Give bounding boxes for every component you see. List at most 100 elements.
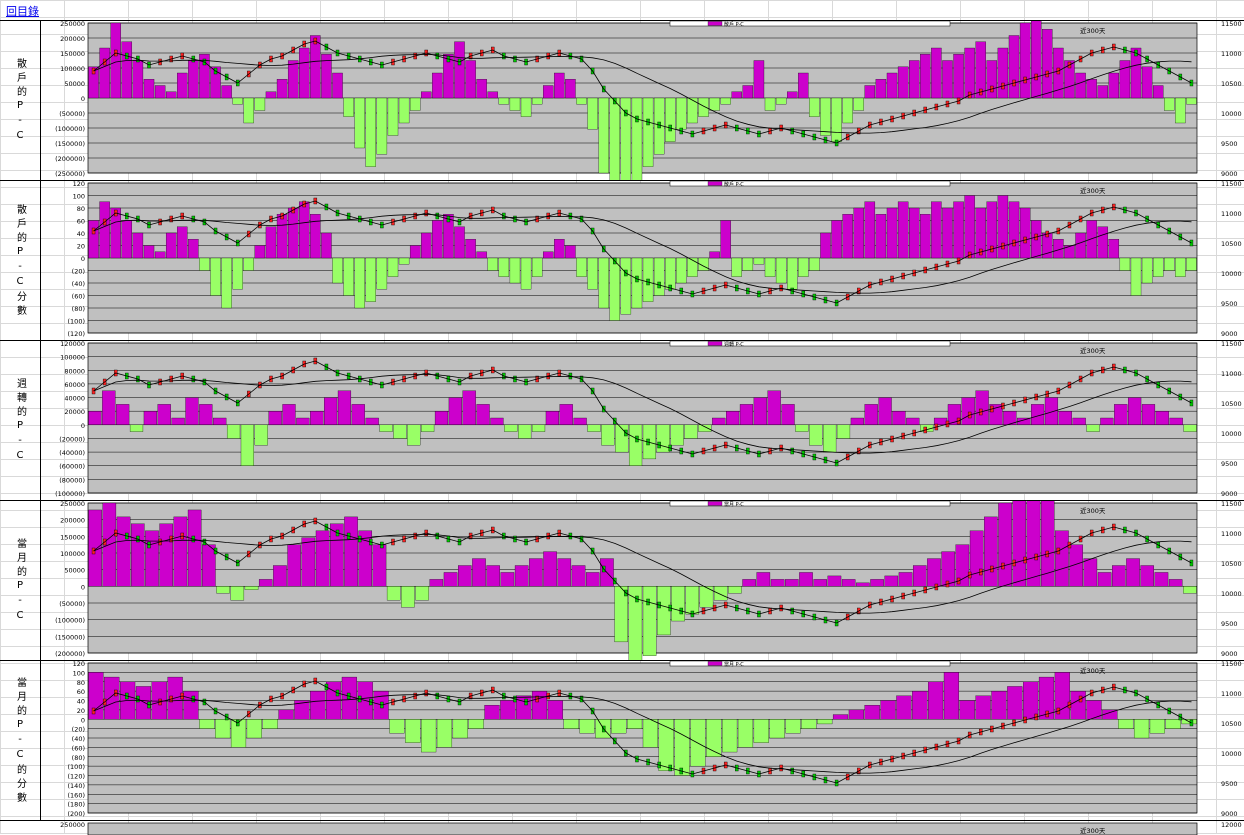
pc-bar: [1152, 257, 1164, 277]
y-tick-label: (40): [72, 735, 85, 743]
pc-bar: [969, 530, 984, 587]
pc-bar: [1031, 21, 1042, 99]
pc-bar: [886, 207, 898, 259]
pc-bar: [1154, 572, 1169, 587]
pc-bar: [1055, 530, 1069, 587]
y2-tick-label: 9000: [1221, 330, 1238, 338]
legend-box: [669, 21, 951, 27]
pc-bar: [799, 572, 813, 587]
legend-swatch: [707, 181, 723, 186]
pc-bar: [88, 66, 99, 99]
y-tick-label: (40000): [59, 449, 85, 457]
pc-bar: [221, 85, 232, 99]
pc-bar: [1128, 397, 1142, 425]
pc-bar: [545, 411, 559, 425]
pc-bar: [698, 424, 712, 432]
pc-bar: [912, 690, 928, 720]
y-tick-label: 50000: [64, 567, 85, 575]
pc-bar: [795, 424, 809, 432]
y2-tick-label: 11000: [1221, 370, 1242, 378]
pc-bar: [432, 220, 443, 259]
pc-bar: [188, 239, 199, 259]
chart-svg: 120 100 80 60 40 20 0 (20) (40) (60) (80) (100) (120…: [68, 181, 1242, 338]
pc-bar: [299, 47, 310, 99]
pc-bar: [287, 544, 301, 587]
moving-average-line: [93, 533, 1192, 614]
pc-bar: [1118, 719, 1134, 729]
pc-bar: [1031, 404, 1045, 425]
pc-bar: [870, 579, 884, 587]
pc-bar: [1038, 676, 1055, 720]
pc-bar: [443, 572, 458, 587]
pc-bar: [720, 220, 731, 259]
y-tick-label: 100: [73, 669, 85, 677]
pc-bar: [565, 245, 576, 259]
legend-box: [669, 661, 951, 667]
pc-bar: [909, 207, 920, 259]
pc-bar: [1175, 97, 1186, 124]
y2-tick-label: 9500: [1221, 620, 1238, 628]
pc-bar: [434, 411, 449, 425]
y-tick-label: (20): [72, 268, 85, 276]
y-tick-label: (80): [72, 305, 85, 313]
pc-bar: [1064, 60, 1075, 99]
pc-bar: [1126, 558, 1140, 587]
pc-bar: [421, 719, 437, 753]
pc-bar: [294, 700, 310, 720]
pc-bar: [262, 719, 278, 729]
pc-bar: [389, 719, 405, 734]
pc-bar: [243, 257, 254, 271]
pc-bar: [997, 47, 1009, 99]
pc-bar: [665, 257, 676, 290]
index-line: [93, 520, 1192, 624]
pc-bar: [531, 424, 546, 432]
pc-bar: [547, 700, 563, 720]
pc-bar: [676, 257, 687, 284]
panel-label-text: 週轉的P-C: [14, 377, 26, 465]
pc-bar: [1083, 558, 1098, 587]
pc-bar: [454, 41, 465, 99]
pc-bar: [709, 251, 720, 259]
pc-bar: [436, 719, 453, 748]
pc-bar: [787, 257, 798, 290]
pc-bar: [1097, 226, 1108, 259]
pc-bar: [809, 257, 820, 271]
pc-bar: [742, 579, 756, 587]
pc-bar: [841, 579, 856, 587]
pc-bar: [387, 97, 399, 136]
y2-tick-label: 10000: [1221, 750, 1242, 758]
pc-bar: [598, 257, 609, 309]
pc-bar: [998, 502, 1012, 587]
pc-bar: [254, 245, 266, 259]
y-tick-label: 100000: [60, 65, 85, 73]
back-to-index-link[interactable]: 回目錄: [6, 5, 39, 18]
chart-panel: 當月的P-C的分數 120 100 80 60 40 20 0 (20) (40) (60) (80)…: [0, 660, 1244, 821]
pc-bar: [520, 257, 532, 290]
y-tick-label: (140): [68, 782, 85, 790]
pc-bar: [157, 404, 171, 425]
moving-average-line: [93, 213, 1192, 294]
y-tick-label: 0: [81, 95, 85, 103]
pc-bar: [135, 686, 152, 720]
pc-bar: [573, 417, 587, 425]
pc-bar: [1008, 201, 1020, 259]
pc-bar: [376, 97, 388, 155]
pc-bar: [465, 60, 476, 99]
y-tick-label: 40: [77, 698, 85, 706]
pc-bar: [943, 672, 960, 720]
pc-bar: [986, 60, 998, 99]
pc-bar: [387, 257, 399, 277]
pc-bar: [1012, 501, 1027, 587]
pc-bar: [975, 390, 989, 425]
pc-bar: [514, 565, 529, 587]
pc-bar: [476, 79, 487, 99]
pc-bar: [529, 558, 543, 587]
pc-bar: [1175, 257, 1186, 277]
pc-bar: [920, 54, 931, 99]
chart-annotation: 近300天: [1080, 346, 1106, 355]
pc-bar: [1183, 424, 1197, 432]
pc-bar: [713, 586, 728, 601]
y2-tick-label: 9000: [1221, 810, 1238, 818]
pc-bar: [185, 397, 199, 425]
y-tick-label: 120: [73, 661, 85, 668]
